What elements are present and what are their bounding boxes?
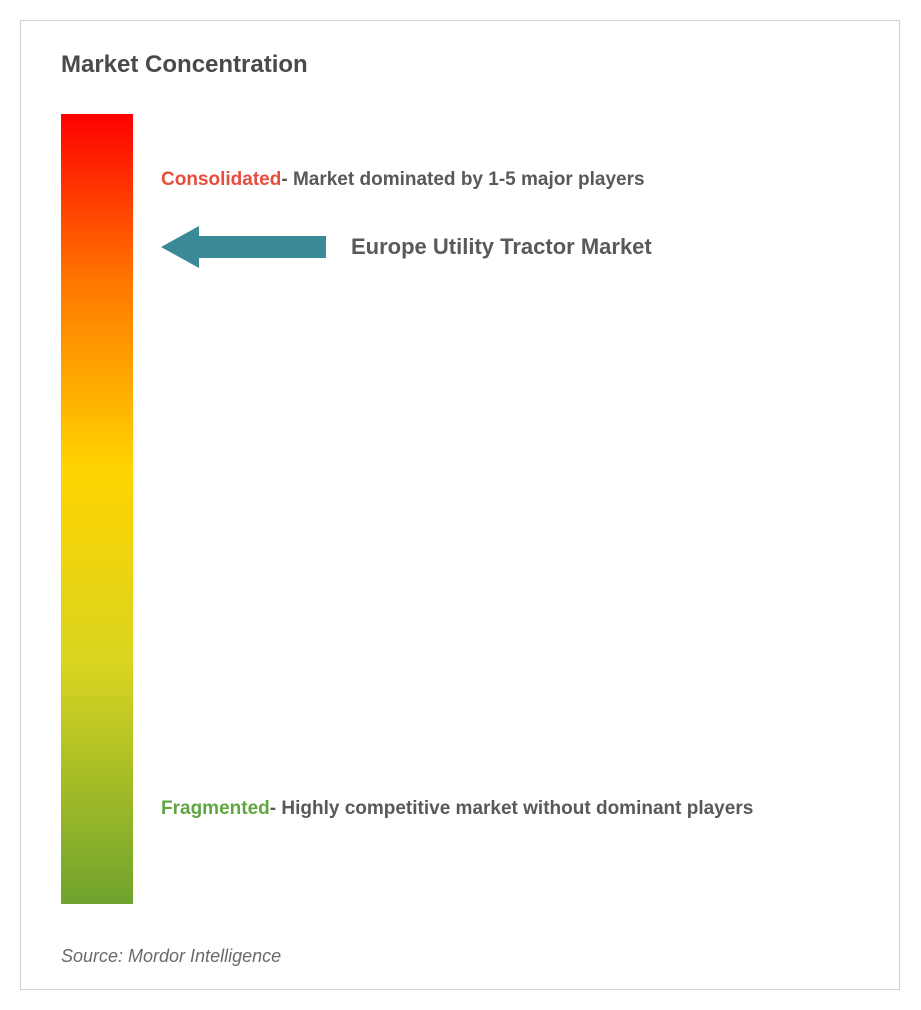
market-pointer-row: Europe Utility Tractor Market: [161, 226, 652, 268]
labels-area: Consolidated- Market dominated by 1-5 ma…: [161, 114, 859, 904]
fragmented-label: Fragmented- Highly competitive market wi…: [161, 794, 753, 824]
chart-title: Market Concentration: [61, 51, 859, 79]
chart-container: Market Concentration Consolidated- Marke…: [20, 20, 900, 990]
arrow-left-icon: [161, 226, 326, 268]
concentration-gradient-bar: [61, 114, 133, 904]
source-attribution: Source: Mordor Intelligence: [61, 946, 281, 967]
arrow-shape: [161, 226, 326, 268]
chart-content: Consolidated- Market dominated by 1-5 ma…: [61, 114, 859, 904]
market-name: Europe Utility Tractor Market: [351, 234, 652, 260]
consolidated-rest: - Market dominated by 1-5 major players: [281, 169, 644, 190]
fragmented-highlight: Fragmented: [161, 798, 270, 819]
consolidated-highlight: Consolidated: [161, 169, 281, 190]
fragmented-rest: - Highly competitive market without domi…: [270, 798, 754, 819]
consolidated-label: Consolidated- Market dominated by 1-5 ma…: [161, 169, 645, 191]
